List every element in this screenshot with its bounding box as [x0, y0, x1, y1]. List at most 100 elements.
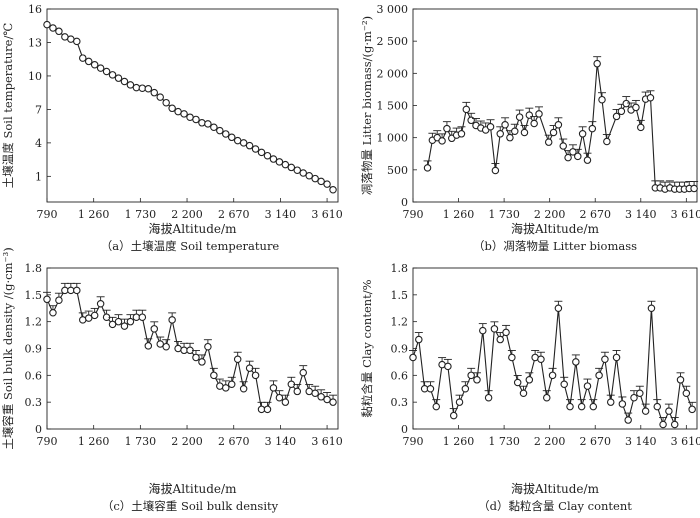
data-point [162, 342, 170, 351]
data-point [641, 407, 650, 415]
x-tick-label: 2 670 [579, 208, 611, 221]
data-point [192, 115, 200, 124]
x-tick-label: 3 610 [671, 208, 700, 221]
data-point [227, 380, 236, 389]
data-point [617, 107, 626, 116]
data-point [275, 158, 284, 166]
data-point [455, 398, 464, 406]
data-point [126, 81, 135, 89]
data-point [496, 130, 504, 138]
data-point [496, 335, 504, 344]
data-point [688, 405, 696, 414]
data-point [690, 184, 698, 193]
y-tick-label: 7 [35, 103, 42, 116]
data-point [120, 322, 129, 330]
data-point [269, 384, 278, 392]
data-point [566, 402, 574, 411]
data-point [583, 382, 592, 390]
data-point [467, 371, 475, 380]
data-point [251, 145, 260, 153]
data-point [317, 393, 325, 401]
data-point [126, 317, 135, 326]
panel-caption: （d）黏粒含量 Clay content [478, 499, 632, 513]
x-tick-label: 3 140 [265, 435, 297, 448]
data-point [646, 94, 655, 102]
data-point [275, 393, 284, 402]
data-point [323, 395, 331, 404]
x-tick-label: 1 730 [488, 208, 520, 221]
x-tick-label: 1 260 [78, 208, 110, 221]
data-point [299, 169, 307, 177]
y-tick-label: 0.3 [391, 396, 409, 409]
data-point [612, 353, 621, 362]
x-tick-label: 790 [37, 435, 58, 448]
x-axis-label: 海拔Altitude/m [149, 221, 238, 236]
data-point [593, 59, 601, 68]
data-point [293, 387, 302, 396]
data-point [508, 353, 516, 362]
y-tick-label: 1.8 [391, 262, 409, 275]
data-point [572, 358, 580, 366]
data-point [317, 177, 325, 186]
data-point [577, 402, 586, 411]
data-point [102, 67, 111, 76]
y-tick-label: 0.3 [25, 396, 43, 409]
data-point [150, 88, 159, 97]
data-point [595, 371, 603, 380]
data-point [114, 74, 123, 82]
y-axis-label: 凋落物量 Litter biomass/(g·m⁻²) [360, 16, 374, 195]
y-tick-label: 13 [28, 36, 42, 49]
x-tick-label: 1 260 [443, 435, 475, 448]
data-point [311, 389, 319, 397]
y-tick-label: 1.2 [391, 316, 409, 329]
data-point [564, 153, 572, 162]
data-point [486, 122, 495, 131]
data-point [647, 304, 656, 312]
data-point [525, 376, 534, 384]
data-point [511, 127, 519, 135]
data-point [299, 368, 307, 377]
y-tick-label: 16 [28, 3, 42, 16]
data-point [150, 325, 159, 333]
data-point [204, 342, 212, 351]
y-tick-label: 0.9 [25, 343, 43, 356]
data-point [114, 317, 123, 326]
data-point [415, 335, 423, 344]
data-point [589, 402, 598, 411]
data-point [432, 402, 441, 411]
y-tick-label: 1 500 [377, 100, 409, 113]
y-tick-label: 0 [401, 196, 408, 209]
data-point [554, 121, 563, 129]
data-point [49, 24, 57, 32]
data-point [637, 123, 645, 132]
y-axis-label: 土壤温度 Soil temperature/℃ [1, 23, 15, 189]
data-point [108, 320, 117, 329]
x-axis-label: 海拔Altitude/m [511, 481, 600, 496]
data-point [245, 141, 254, 150]
data-point [618, 400, 627, 408]
x-tick-label: 2 200 [171, 435, 203, 448]
y-tick-label: 1 [35, 170, 42, 183]
data-point [222, 130, 230, 138]
data-point [630, 393, 638, 402]
y-tick-label: 0 [401, 423, 408, 436]
data-point [583, 156, 592, 164]
data-point [156, 340, 164, 348]
y-tick-label: 1.5 [25, 289, 43, 302]
data-point [287, 163, 296, 172]
y-tick-label: 1.5 [391, 289, 409, 302]
data-point [49, 308, 57, 317]
data-point [227, 133, 236, 142]
data-point [457, 130, 466, 138]
data-point [601, 355, 609, 363]
data-point [438, 137, 446, 145]
data-point [676, 376, 685, 384]
data-point [506, 133, 514, 142]
data-point [281, 160, 290, 169]
data-point [55, 27, 63, 36]
data-point [574, 152, 582, 161]
panel-caption: （a）土壤温度 Soil temperature [101, 239, 280, 253]
series-line [412, 308, 693, 427]
data-point [559, 142, 567, 150]
